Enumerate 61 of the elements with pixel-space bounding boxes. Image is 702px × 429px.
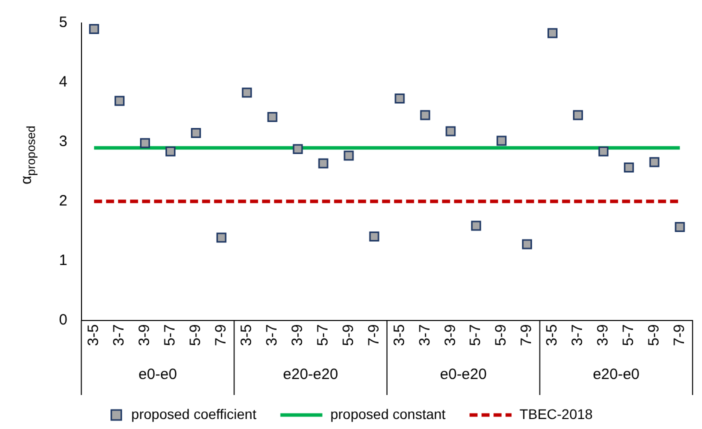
x-tick-label: 5-7 (162, 324, 179, 346)
y-tick-label: 2 (59, 192, 68, 210)
point (190, 128, 201, 138)
x-tick-label: 7-9 (670, 324, 688, 346)
x-tick-label: 5-7 (620, 324, 638, 346)
point (394, 94, 405, 104)
x-tick-label: 5-7 (314, 324, 332, 346)
text: e0-e0 (138, 366, 177, 384)
x-tick-label: 3-9 (442, 324, 459, 346)
point (624, 162, 634, 172)
legend-label: proposed constant (330, 406, 446, 422)
x-tick-label: 3-5 (544, 324, 561, 346)
x-tick-label: 3-7 (569, 324, 586, 346)
x-tick-label: 7-9 (518, 324, 536, 346)
point (674, 222, 685, 232)
x-tick-label: 5-9 (646, 324, 663, 346)
x-tick-label: 5-9 (187, 324, 204, 346)
x-tick-label: 3-7 (263, 324, 280, 346)
point (548, 28, 558, 38)
x-tick-label: 5-9 (340, 324, 357, 346)
x-tick-label: 5-7 (467, 324, 484, 346)
point (140, 138, 150, 148)
point (165, 146, 176, 156)
x-tick-label: 3-7 (110, 324, 128, 346)
x-tick-label: 3-5 (238, 324, 256, 346)
point (572, 110, 583, 120)
point (649, 157, 660, 168)
x-tick-label: 3-9 (136, 324, 154, 346)
point (369, 231, 380, 242)
y-tick-label: 0 (59, 311, 68, 328)
point (114, 96, 125, 106)
y-tick-label: 3 (59, 133, 68, 150)
y-tick-label: 4 (59, 74, 68, 91)
point (446, 126, 456, 136)
legend-label: TBEC-2018 (520, 406, 593, 422)
y-tick-label: 1 (59, 252, 68, 269)
point (471, 220, 482, 231)
x-tick-label: 3-5 (390, 324, 408, 346)
x-tick-label: 5-9 (492, 324, 510, 346)
point (496, 136, 507, 146)
x-tick-label: 7-9 (365, 324, 382, 346)
point (318, 158, 328, 168)
x-tick-label: 3-7 (416, 324, 434, 346)
legend-label: proposed coefficient (131, 406, 256, 422)
point (522, 239, 532, 250)
text: e20-e0 (592, 366, 640, 384)
x-tick-label: 3-9 (288, 324, 306, 346)
point (242, 88, 252, 98)
point (420, 110, 430, 120)
x-tick-label: 7-9 (212, 324, 230, 346)
point (292, 144, 303, 154)
text: e20-e20 (283, 366, 338, 384)
y-tick-label: 5 (59, 14, 68, 32)
x-tick-label: 3-9 (594, 324, 612, 346)
x-tick-label: 3-5 (85, 324, 102, 346)
point (89, 24, 100, 34)
point (267, 112, 278, 122)
point (344, 150, 354, 161)
point (598, 146, 608, 156)
text: e0-e20 (440, 366, 487, 384)
point (216, 232, 226, 243)
